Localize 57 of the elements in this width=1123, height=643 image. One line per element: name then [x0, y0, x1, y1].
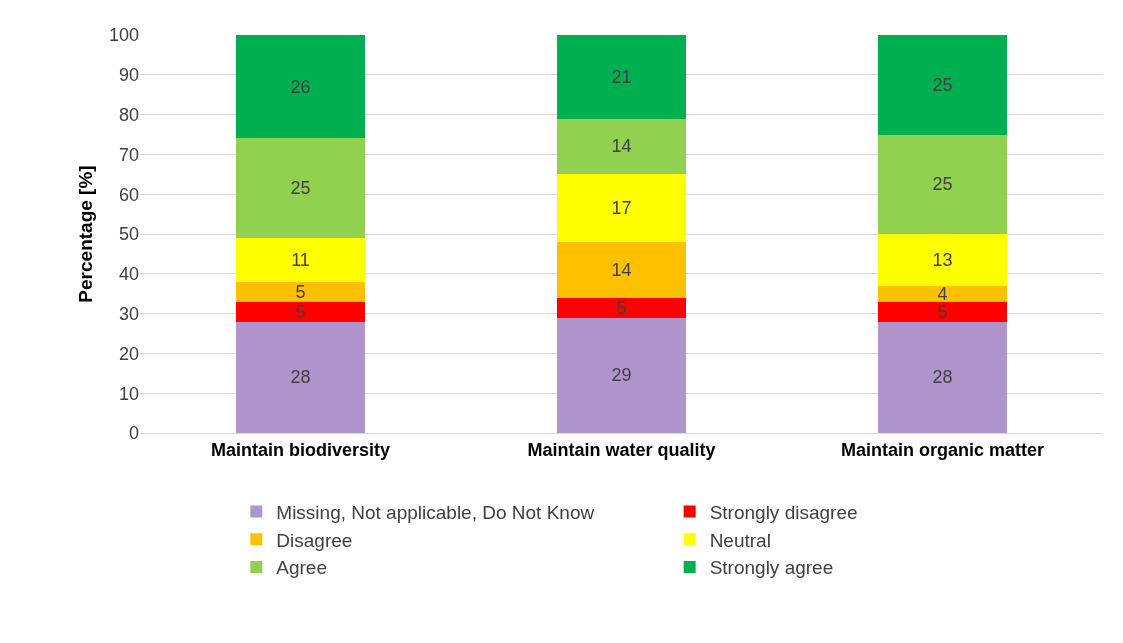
- bar: [236, 35, 365, 139]
- bar: [557, 241, 686, 298]
- data-label: 5: [937, 301, 948, 322]
- y-tick-label: 90: [118, 65, 139, 86]
- data-label: 4: [937, 283, 948, 304]
- x-tick-label: Maintain organic matter: [840, 439, 1045, 460]
- y-tick-label: 40: [118, 264, 139, 285]
- data-label: 5: [295, 301, 306, 322]
- bar: [557, 35, 686, 119]
- data-label: 25: [932, 74, 953, 95]
- y-tick-label: 70: [118, 144, 139, 165]
- legend-label: Neutral: [709, 529, 771, 551]
- data-label: 21: [611, 66, 632, 87]
- y-tick-label: 30: [118, 303, 139, 324]
- x-tick-label: Maintain biodiversity: [210, 439, 391, 460]
- bar: [557, 297, 686, 318]
- data-label: 25: [932, 174, 953, 195]
- legend-label: Disagree: [276, 529, 353, 551]
- bar: [557, 118, 686, 175]
- data-label: 28: [290, 367, 311, 388]
- bar: [557, 317, 686, 433]
- bar: [878, 234, 1007, 286]
- data-label: 11: [291, 249, 310, 270]
- legend-label: Strongly disagree: [709, 501, 858, 523]
- bar: [236, 321, 365, 433]
- y-tick-label: 20: [118, 343, 139, 364]
- data-label: 17: [611, 198, 632, 219]
- bar: [878, 285, 1007, 302]
- y-tick-label: 100: [108, 25, 139, 46]
- x-tick-label: Maintain water quality: [527, 439, 716, 460]
- bar: [236, 281, 365, 302]
- legend-label: Agree: [276, 557, 327, 579]
- y-axis-title: Percentage [%]: [75, 165, 96, 303]
- bar: [878, 134, 1007, 234]
- data-label: 25: [290, 178, 311, 199]
- legend-label: Strongly agree: [709, 557, 834, 579]
- y-tick-label: 10: [118, 383, 139, 404]
- legend-label: Missing, Not applicable, Do Not Know: [276, 501, 595, 523]
- data-label: 28: [932, 367, 953, 388]
- y-tick-label: 0: [128, 423, 139, 444]
- bar: [878, 35, 1007, 135]
- y-tick-label: 80: [118, 104, 139, 125]
- bar: [236, 237, 365, 282]
- y-tick-label: 50: [118, 224, 139, 245]
- data-label: 5: [616, 297, 627, 318]
- y-tick-label: 60: [118, 184, 139, 205]
- data-label: 14: [611, 136, 632, 157]
- data-label: 13: [932, 249, 953, 270]
- data-label: 29: [611, 365, 632, 386]
- bar: [878, 321, 1007, 433]
- data-label: 26: [290, 76, 311, 97]
- bar: [236, 138, 365, 238]
- data-label: 14: [611, 259, 632, 280]
- bar: [236, 301, 365, 322]
- bar: [878, 301, 1007, 322]
- data-label: 5: [295, 281, 306, 302]
- bar: [557, 174, 686, 242]
